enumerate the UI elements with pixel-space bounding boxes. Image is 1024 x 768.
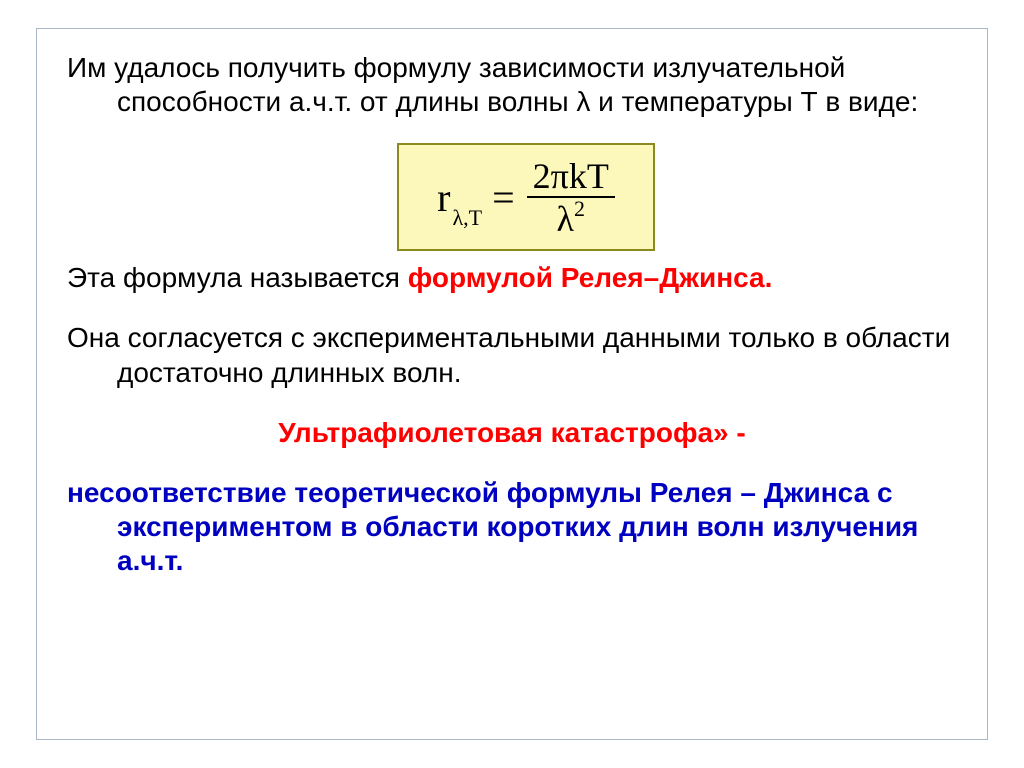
formula-lhs-sub: λ,T xyxy=(452,207,482,229)
content-frame: Им удалось получить формулу зависимости … xyxy=(36,28,988,740)
paragraph-intro: Им удалось получить формулу зависимости … xyxy=(67,51,957,119)
gap xyxy=(67,398,957,416)
paragraph-uv-body: несоответствие теоретической формулы Рел… xyxy=(67,476,957,578)
formula-denom-base: λ xyxy=(557,199,574,239)
formula-fraction: 2πkT λ2 xyxy=(527,158,615,237)
gap xyxy=(67,458,957,476)
formula-numerator: 2πkT xyxy=(527,158,615,196)
formula-body: r λ,T = 2πkT λ2 xyxy=(437,158,615,237)
paragraph-agreement: Она согласуется с экспериментальными дан… xyxy=(67,321,957,389)
paragraph-uv-title: Ультрафиолетовая катастрофа» - xyxy=(67,416,957,450)
formula-box: r λ,T = 2πkT λ2 xyxy=(397,143,655,251)
formula-equals: = xyxy=(492,174,515,221)
formula-denominator: λ2 xyxy=(557,198,585,237)
gap xyxy=(67,303,957,321)
paragraph-name: Эта формула называется формулой Релея–Дж… xyxy=(67,261,957,295)
slide: Им удалось получить формулу зависимости … xyxy=(0,0,1024,768)
formula-lhs: r λ,T xyxy=(437,174,480,221)
paragraph-name-highlight: формулой Релея–Джинса. xyxy=(408,262,773,293)
formula-lhs-main: r xyxy=(437,174,450,221)
paragraph-name-prefix: Эта формула называется xyxy=(67,262,408,293)
formula-denom-exp: 2 xyxy=(574,196,585,221)
